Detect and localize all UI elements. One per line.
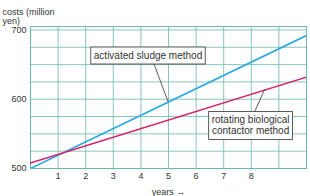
svg-text:activated sludge method: activated sludge method [94, 50, 202, 61]
svg-text:4: 4 [138, 171, 143, 181]
svg-text:2: 2 [83, 171, 88, 181]
svg-text:costs (millionyen): costs (millionyen) [3, 7, 55, 26]
svg-text:rotating biologicalcontactor m: rotating biologicalcontactor method [212, 114, 290, 136]
svg-text:years →: years → [152, 187, 186, 196]
svg-text:3: 3 [111, 171, 116, 181]
svg-text:6: 6 [194, 171, 199, 181]
svg-text:700: 700 [11, 25, 26, 35]
svg-text:500: 500 [11, 163, 26, 173]
svg-text:7: 7 [221, 171, 226, 181]
svg-text:600: 600 [11, 94, 26, 104]
svg-text:1: 1 [56, 171, 61, 181]
svg-text:5: 5 [166, 171, 171, 181]
svg-text:8: 8 [249, 171, 254, 181]
